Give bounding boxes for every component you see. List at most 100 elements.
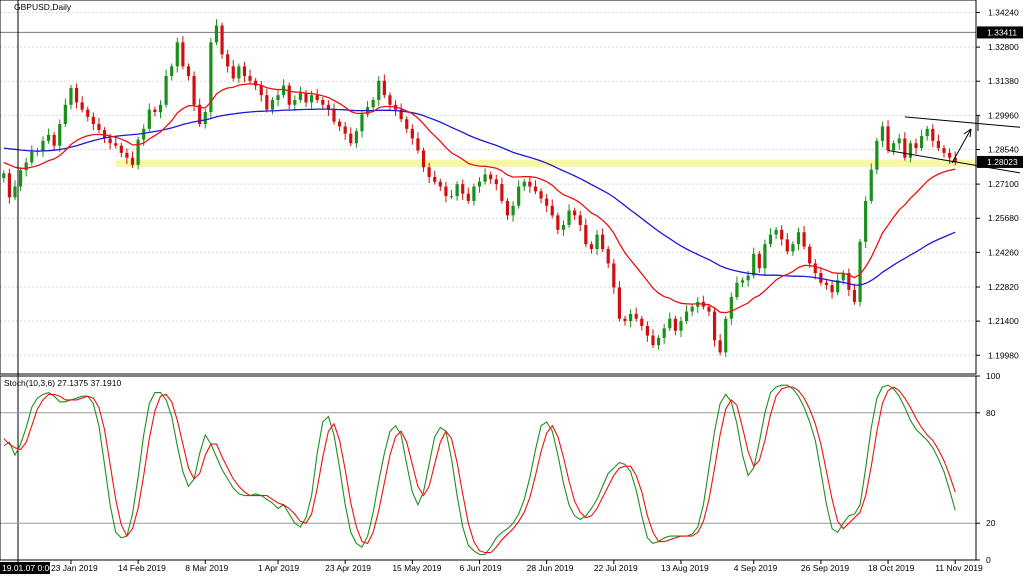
indicator-label: Stoch(10,3,6) 27.1375 37.1910	[4, 378, 121, 388]
candle-body	[718, 340, 722, 353]
candle	[886, 120, 890, 154]
candle-body	[181, 42, 185, 67]
candle	[774, 226, 778, 240]
price-tick-label: 1.25680	[988, 213, 1019, 223]
candle	[623, 315, 627, 326]
candle	[920, 129, 924, 151]
price-tick-label: 1.24260	[988, 247, 1019, 257]
candle-body	[841, 273, 845, 281]
candle-body	[656, 337, 661, 346]
candle	[757, 250, 761, 273]
candle	[226, 49, 230, 73]
candle-body	[91, 116, 95, 125]
candle-body	[220, 25, 224, 55]
candle	[629, 309, 633, 328]
candle	[86, 106, 90, 122]
candle-body	[942, 148, 946, 153]
candle	[433, 170, 437, 185]
candle	[936, 134, 941, 151]
candle-body	[332, 109, 336, 122]
candle-body	[449, 196, 454, 198]
candle	[315, 88, 319, 103]
candle	[30, 145, 34, 166]
level-price-label: 1.33411	[987, 27, 1017, 37]
candle	[494, 174, 498, 191]
trendline-annotations[interactable]	[887, 116, 1021, 174]
indicator-grid	[0, 412, 976, 524]
candle-body	[640, 318, 644, 326]
candle-body	[768, 234, 773, 245]
time-tick-label: 8 Mar 2019	[185, 563, 228, 573]
candle-body	[712, 311, 717, 341]
candle	[729, 292, 733, 325]
candle-body	[114, 143, 118, 146]
candle	[724, 315, 728, 357]
candle-body	[337, 121, 342, 127]
time-tick-label: 18 Oct 2019	[868, 563, 915, 573]
candle	[791, 241, 795, 256]
candle	[382, 74, 386, 99]
candle	[768, 228, 773, 248]
candle-body	[696, 301, 700, 307]
candle	[69, 85, 73, 110]
candle-body	[326, 104, 330, 110]
candle-body	[836, 280, 840, 293]
current-price-label: 1.28023	[987, 157, 1018, 167]
candle-body	[601, 234, 605, 250]
candle	[489, 171, 493, 184]
candle	[511, 201, 515, 222]
candle-body	[46, 134, 51, 141]
candle-body	[556, 215, 560, 230]
ma-fast-line	[3, 83, 956, 314]
candle-body	[684, 311, 689, 322]
candle-body	[673, 318, 677, 331]
candle	[690, 303, 694, 317]
candle	[556, 212, 560, 235]
time-tick-label: 13 Aug 2019	[661, 563, 709, 573]
candle	[561, 220, 566, 237]
candle-body	[58, 124, 62, 146]
candle-body	[130, 157, 135, 165]
candle-body	[416, 138, 420, 151]
candle	[718, 334, 722, 356]
candle-body	[595, 234, 599, 250]
candle	[589, 241, 594, 254]
candle-body	[757, 253, 761, 269]
price-tick-label: 1.34240	[988, 7, 1019, 17]
candle-body	[343, 126, 347, 134]
time-tick-label: 26 Sep 2019	[801, 563, 849, 573]
candle-body	[209, 42, 213, 113]
candle	[645, 321, 649, 342]
candle-body	[282, 85, 286, 96]
candle	[214, 19, 219, 46]
candle-body	[791, 244, 795, 252]
candle-body	[86, 109, 90, 117]
candle-body	[461, 184, 465, 194]
price-axis: 1.34240 1.32800 1.31380 1.29960 1.28540 1.271…	[976, 7, 1023, 360]
candle-body	[522, 181, 526, 187]
candle-body	[354, 131, 358, 144]
candle	[287, 82, 291, 110]
candle	[74, 83, 79, 109]
candle	[410, 124, 414, 145]
candle	[483, 168, 487, 185]
candle	[337, 118, 342, 131]
candle-body	[824, 282, 829, 286]
candle	[847, 268, 851, 297]
candle-body	[545, 198, 549, 206]
candle-body	[808, 246, 812, 264]
candle-body	[746, 275, 750, 281]
candle	[640, 315, 644, 331]
candle-body	[80, 102, 84, 110]
candle	[2, 170, 6, 183]
stoch-signal-line	[3, 386, 956, 554]
candle	[903, 132, 907, 161]
candle	[651, 329, 655, 349]
candle-body	[477, 181, 482, 187]
candle-body	[298, 92, 303, 100]
candle-body	[259, 85, 263, 96]
candle	[656, 335, 661, 350]
candle	[265, 88, 269, 113]
